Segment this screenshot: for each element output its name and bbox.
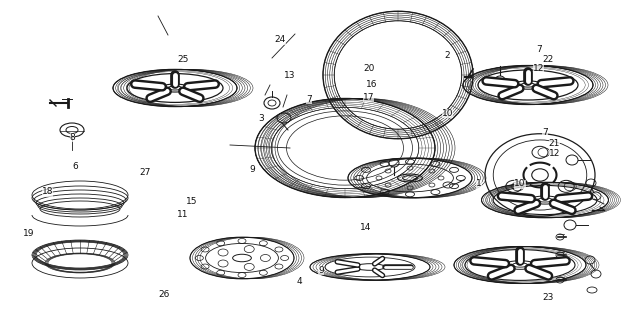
Text: 20: 20	[363, 64, 374, 73]
Text: 15: 15	[186, 197, 198, 206]
Text: 10: 10	[514, 180, 525, 188]
Text: 10: 10	[442, 109, 453, 118]
Text: 13: 13	[284, 71, 295, 80]
Text: 7: 7	[542, 128, 548, 137]
Text: 24: 24	[275, 36, 286, 44]
Text: 6: 6	[72, 162, 79, 171]
Text: 7: 7	[536, 45, 542, 54]
Text: 26: 26	[158, 290, 169, 299]
Text: 23: 23	[542, 293, 554, 302]
Text: 9: 9	[318, 266, 324, 275]
Text: 22: 22	[542, 55, 554, 64]
Text: 4: 4	[297, 277, 302, 286]
Text: 9: 9	[249, 165, 255, 174]
Text: 21: 21	[549, 140, 560, 148]
Text: 16: 16	[366, 80, 377, 89]
Text: 12: 12	[533, 64, 544, 73]
Text: 7: 7	[306, 95, 312, 104]
Text: 17: 17	[363, 93, 374, 102]
Text: 19: 19	[23, 229, 34, 238]
Text: 3: 3	[258, 114, 265, 123]
Text: 18: 18	[42, 188, 53, 196]
Text: 11: 11	[177, 210, 188, 219]
Text: 27: 27	[139, 168, 151, 177]
Text: 2: 2	[445, 52, 450, 60]
Text: 12: 12	[549, 149, 560, 158]
Text: 8: 8	[69, 133, 76, 142]
Text: 1: 1	[476, 180, 482, 188]
Text: 14: 14	[360, 223, 371, 232]
Text: 25: 25	[177, 55, 188, 64]
